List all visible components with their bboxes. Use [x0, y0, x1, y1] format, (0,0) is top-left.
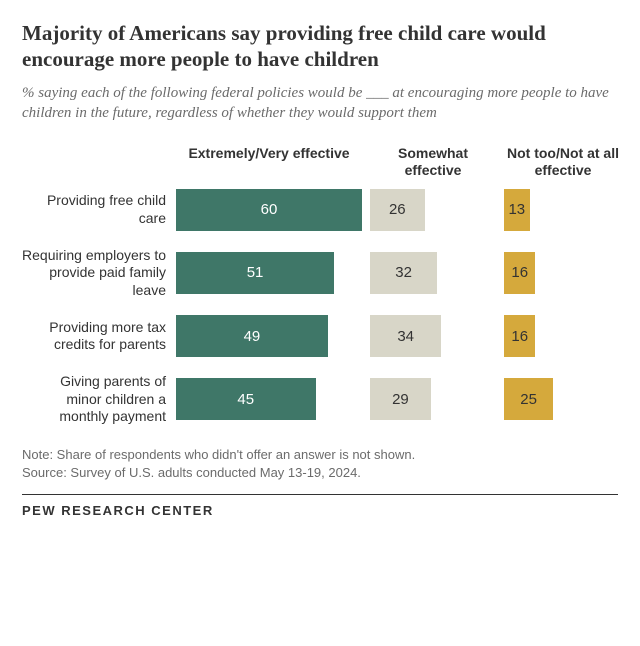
bar: 49 — [176, 315, 328, 357]
bar: 13 — [504, 189, 530, 231]
column-headers: Extremely/Very effectiveSomewhat effecti… — [22, 145, 618, 179]
row-label: Requiring employers to provide paid fami… — [22, 247, 176, 300]
column-header-2: Not too/Not at all effective — [504, 145, 622, 179]
bar: 32 — [370, 252, 437, 294]
data-row: Providing free child care6026 13 — [22, 189, 618, 231]
bar: 60 — [176, 189, 362, 231]
column-header-1: Somewhat effective — [370, 145, 496, 179]
bar: 16 — [504, 315, 535, 357]
divider — [22, 494, 618, 495]
chart-footer: Note: Share of respondents who didn't of… — [22, 446, 618, 518]
bar: 29 — [370, 378, 431, 420]
source-text: Source: Survey of U.S. adults conducted … — [22, 464, 618, 482]
bar: 34 — [370, 315, 441, 357]
note-text: Note: Share of respondents who didn't of… — [22, 446, 618, 464]
chart: Extremely/Very effectiveSomewhat effecti… — [22, 145, 618, 426]
bar: 51 — [176, 252, 334, 294]
bar: 26 — [370, 189, 425, 231]
attribution: PEW RESEARCH CENTER — [22, 503, 618, 518]
row-label: Providing more tax credits for parents — [22, 319, 176, 354]
row-label: Providing free child care — [22, 192, 176, 227]
bar: 25 — [504, 378, 553, 420]
bar: 45 — [176, 378, 316, 420]
chart-subtitle: % saying each of the following federal p… — [22, 83, 618, 124]
data-row: Requiring employers to provide paid fami… — [22, 247, 618, 300]
row-label: Giving parents of minor children a month… — [22, 373, 176, 426]
chart-title: Majority of Americans say providing free… — [22, 20, 618, 73]
bar: 16 — [504, 252, 535, 294]
data-row: Providing more tax credits for parents49… — [22, 315, 618, 357]
column-header-0: Extremely/Very effective — [176, 145, 362, 179]
data-row: Giving parents of minor children a month… — [22, 373, 618, 426]
